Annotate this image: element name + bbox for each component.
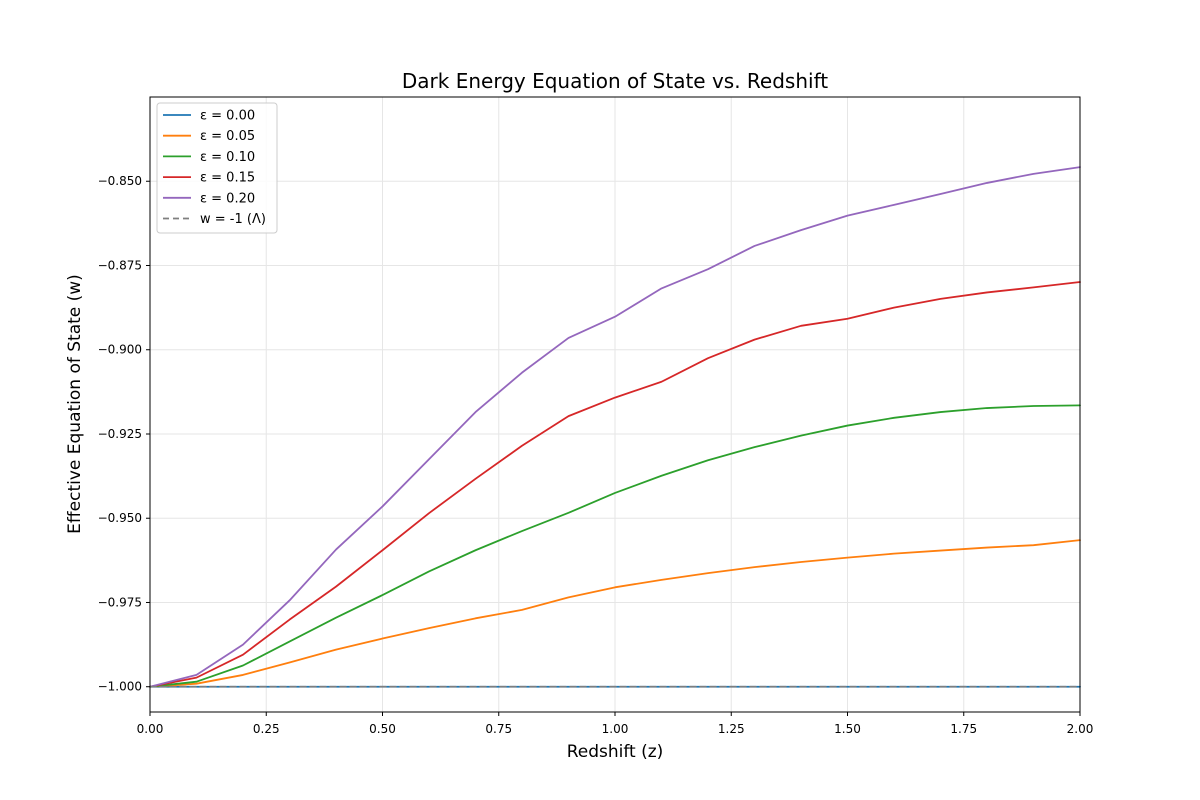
series-line-3	[149, 281, 1081, 688]
x-axis-ticks: 0.00 0.25 0.50 0.75 1.00 1.25 1.50 1.75 2.00	[137, 712, 1094, 736]
y-tick-label: −0.850	[98, 174, 142, 188]
series-line-1	[149, 539, 1081, 688]
y-tick-label: −0.975	[98, 595, 142, 609]
series-line-4	[149, 166, 1081, 688]
y-tick-label: −0.875	[98, 258, 142, 272]
series-line-2	[149, 404, 1081, 688]
y-tick-label: −0.950	[98, 511, 142, 525]
legend: ε = 0.00 ε = 0.05 ε = 0.10 ε = 0.15 ε = 0.20…	[156, 102, 278, 234]
y-tick-label: −0.925	[98, 427, 142, 441]
x-tick-label: 1.75	[950, 722, 977, 736]
x-tick-label: 0.50	[369, 722, 396, 736]
x-tick-label: 0.00	[137, 722, 164, 736]
x-tick-label: 1.25	[718, 722, 745, 736]
x-tick-label: 1.50	[834, 722, 861, 736]
legend-label: ε = 0.20	[200, 191, 255, 206]
x-axis-label: Redshift (z)	[567, 742, 664, 762]
y-axis-label: Effective Equation of State (w)	[65, 274, 85, 534]
legend-label: ε = 0.05	[200, 129, 255, 144]
legend-label: ε = 0.00	[200, 109, 255, 124]
legend-label: w = -1 (Λ)	[200, 212, 266, 227]
y-tick-label: −0.900	[98, 343, 142, 357]
plot-lines	[149, 166, 1081, 688]
legend-label: ε = 0.15	[200, 171, 255, 186]
x-tick-label: 2.00	[1067, 722, 1094, 736]
y-axis-ticks: −1.000 −0.975 −0.950 −0.925 −0.900 −0.875 −0.8…	[98, 174, 150, 694]
chart-title: Dark Energy Equation of State vs. Redshi…	[402, 69, 828, 93]
legend-label: ε = 0.10	[200, 150, 255, 165]
x-tick-label: 1.00	[602, 722, 629, 736]
x-tick-label: 0.25	[253, 722, 280, 736]
x-tick-label: 0.75	[485, 722, 512, 736]
y-tick-label: −1.000	[98, 680, 142, 694]
